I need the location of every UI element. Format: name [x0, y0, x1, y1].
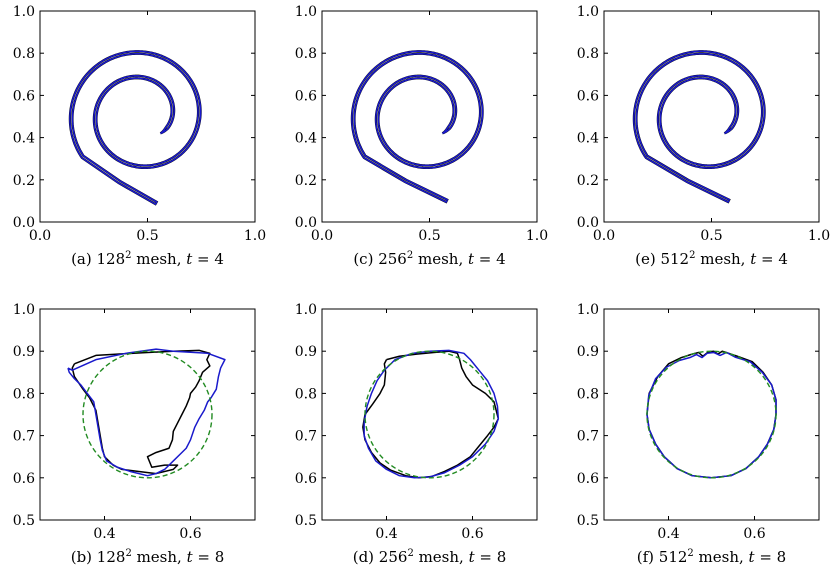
series-line-c-1 — [351, 50, 484, 204]
y-tick-label-d-1: 0.6 — [295, 471, 317, 487]
y-tick-label-e-1: 0.2 — [577, 173, 599, 189]
y-tick-label-b-1: 0.6 — [13, 471, 35, 487]
y-tick-label-c-3: 0.6 — [295, 88, 317, 104]
x-tick-label-c-0: 0.0 — [311, 228, 333, 244]
y-tick-label-a-4: 0.8 — [13, 46, 35, 62]
x-tick-label-c-2: 1.0 — [526, 228, 548, 244]
panel-e: 0.0 0.5 1.0 0.0 0.2 0.4 0.6 0.8 1.0 (e) 5122 mesh… — [577, 4, 830, 268]
y-tick-label-a-2: 0.4 — [13, 131, 35, 147]
y-tick-label-f-0: 0.5 — [577, 513, 599, 529]
series-line-e-1 — [633, 50, 766, 204]
y-tick-label-f-2: 0.7 — [577, 429, 599, 445]
panel-a: 0.0 0.5 1.0 0.0 0.2 0.4 0.6 0.8 1.0 (a) 1282 mesh… — [13, 4, 266, 268]
y-tick-label-c-2: 0.4 — [295, 131, 317, 147]
x-tick-label-a-1: 0.5 — [136, 228, 158, 244]
axes-frame-f — [603, 308, 820, 521]
series-line-f-2 — [646, 350, 777, 479]
x-tick-label-c-1: 0.5 — [418, 228, 440, 244]
y-tick-label-a-5: 1.0 — [13, 4, 35, 20]
caption-a: (a) 1282 mesh, t = 4 — [71, 250, 224, 268]
plot-area-c — [350, 50, 484, 204]
series-line-b-2 — [82, 350, 213, 479]
y-tick-label-d-0: 0.5 — [295, 513, 317, 529]
x-tick-label-f-1: 0.6 — [743, 526, 765, 542]
y-tick-label-a-1: 0.2 — [13, 173, 35, 189]
series-line-b-0 — [71, 349, 211, 475]
y-tick-label-f-1: 0.6 — [577, 471, 599, 487]
plot-area-b — [67, 348, 226, 479]
x-tick-label-e-2: 1.0 — [808, 228, 830, 244]
y-tick-label-d-3: 0.8 — [295, 386, 317, 402]
y-tick-label-e-2: 0.4 — [577, 131, 599, 147]
x-tick-label-d-1: 0.6 — [461, 526, 483, 542]
y-tick-label-b-4: 0.9 — [13, 344, 35, 360]
panel-d: 0.4 0.6 0.5 0.6 0.7 0.8 0.9 1.0 (d) 2562 mesh, t… — [295, 302, 538, 566]
y-tick-label-d-5: 1.0 — [295, 302, 317, 318]
panel-b: 0.4 0.6 0.5 0.6 0.7 0.8 0.9 1.0 (b) 1282 mesh, t… — [13, 302, 256, 566]
series-line-b-1 — [67, 348, 226, 477]
caption-c: (c) 2562 mesh, t = 4 — [353, 250, 505, 268]
y-tick-label-f-5: 1.0 — [577, 302, 599, 318]
y-tick-label-c-1: 0.2 — [295, 173, 317, 189]
y-tick-label-b-2: 0.7 — [13, 429, 35, 445]
caption-b: (b) 1282 mesh, t = 8 — [71, 548, 225, 566]
x-tick-label-d-0: 0.4 — [375, 526, 397, 542]
x-tick-label-e-1: 0.5 — [700, 228, 722, 244]
panel-c: 0.0 0.5 1.0 0.0 0.2 0.4 0.6 0.8 1.0 (c) 2562 mesh… — [295, 4, 548, 268]
plot-area-e — [632, 50, 766, 204]
x-tick-label-b-1: 0.6 — [179, 526, 201, 542]
caption-f: (f) 5122 mesh, t = 8 — [637, 548, 786, 566]
y-tick-label-e-0: 0.0 — [577, 215, 599, 231]
y-tick-label-b-0: 0.5 — [13, 513, 35, 529]
axes-frame-d — [321, 308, 538, 521]
y-tick-label-f-3: 0.8 — [577, 386, 599, 402]
series-line-d-2 — [364, 350, 495, 479]
x-tick-label-a-2: 1.0 — [244, 228, 266, 244]
y-tick-label-e-3: 0.6 — [577, 88, 599, 104]
plot-area-a — [68, 50, 202, 206]
y-tick-label-b-3: 0.8 — [13, 386, 35, 402]
x-tick-label-e-0: 0.0 — [593, 228, 615, 244]
series-line-a-1 — [69, 50, 202, 206]
y-tick-label-c-5: 1.0 — [295, 4, 317, 20]
y-tick-label-b-5: 1.0 — [13, 302, 35, 318]
x-tick-label-f-0: 0.4 — [657, 526, 679, 542]
y-tick-label-c-0: 0.0 — [295, 215, 317, 231]
caption-e: (e) 5122 mesh, t = 4 — [635, 250, 788, 268]
axes-frame-b — [39, 308, 256, 521]
y-tick-label-a-3: 0.6 — [13, 88, 35, 104]
x-tick-label-a-0: 0.0 — [29, 228, 51, 244]
y-tick-label-f-4: 0.9 — [577, 344, 599, 360]
plot-area-f — [646, 350, 777, 479]
y-tick-label-d-2: 0.7 — [295, 429, 317, 445]
y-tick-label-c-4: 0.8 — [295, 46, 317, 62]
y-tick-label-e-5: 1.0 — [577, 4, 599, 20]
panel-f: 0.4 0.6 0.5 0.6 0.7 0.8 0.9 1.0 (f) 5122 mesh, t… — [577, 302, 820, 566]
y-tick-label-a-0: 0.0 — [13, 215, 35, 231]
y-tick-label-e-4: 0.8 — [577, 46, 599, 62]
x-tick-label-b-0: 0.4 — [93, 526, 115, 542]
caption-d: (d) 2562 mesh, t = 8 — [353, 548, 507, 566]
y-tick-label-d-4: 0.9 — [295, 344, 317, 360]
plot-area-d — [362, 349, 500, 479]
